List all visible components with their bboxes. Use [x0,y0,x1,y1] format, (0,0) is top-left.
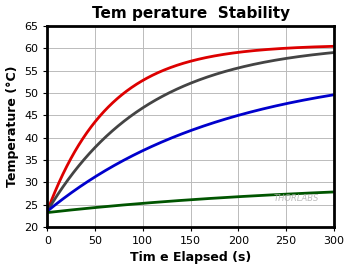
X-axis label: Tim e Elapsed (s): Tim e Elapsed (s) [130,251,251,264]
Text: THORLABS: THORLABS [274,194,319,203]
Title: Tem perature  Stability: Tem perature Stability [92,6,290,21]
Y-axis label: Temperature (°C): Temperature (°C) [6,66,19,187]
